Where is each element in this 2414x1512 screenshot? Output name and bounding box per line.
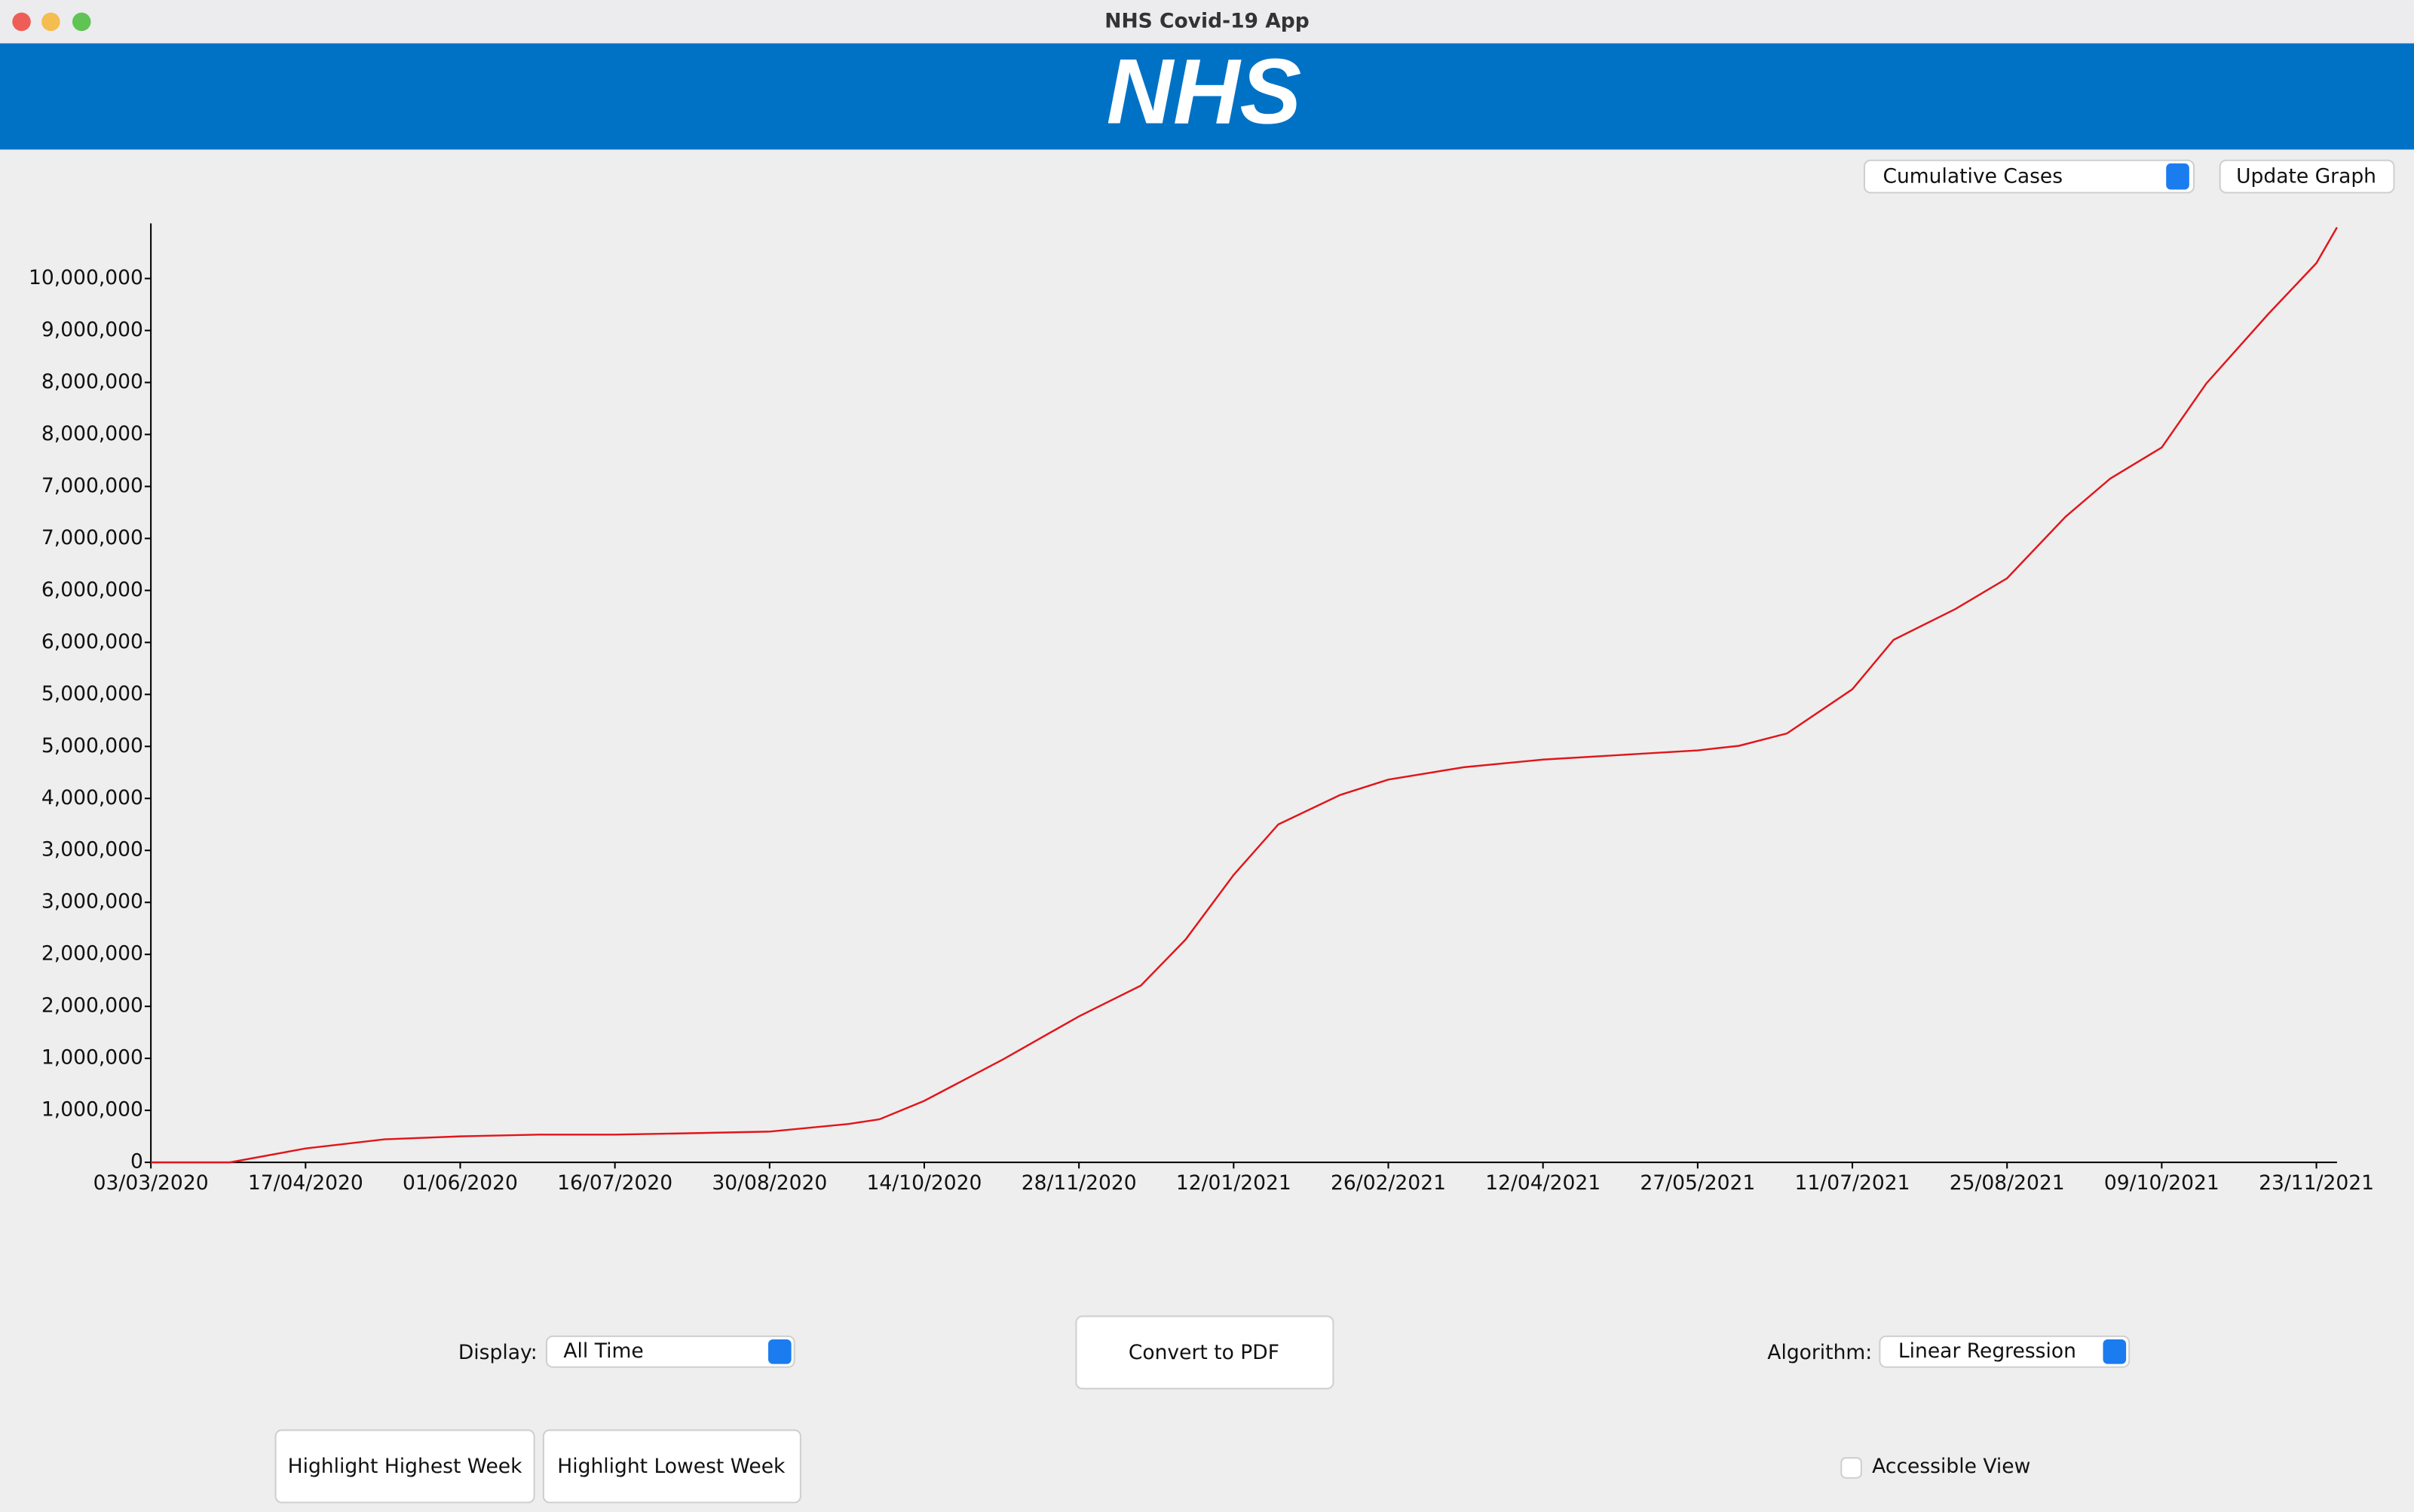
y-tick-label: 2,000,000	[41, 942, 143, 966]
y-tick-label: 9,000,000	[41, 318, 143, 341]
dropdown-arrows	[768, 1339, 792, 1364]
y-tick-label: 4,000,000	[41, 786, 143, 810]
update-graph-button[interactable]	[2219, 159, 2395, 194]
y-tick-label: 8,000,000	[41, 370, 143, 393]
x-tick-label: 09/10/2021	[2104, 1171, 2219, 1195]
accessible-label: Accessible View	[1872, 1455, 2030, 1478]
close-button[interactable]	[12, 12, 31, 32]
y-tick-label: 8,000,000	[41, 422, 143, 445]
y-tick-label: 5,000,000	[41, 734, 143, 758]
y-tick-label: 3,000,000	[41, 890, 143, 914]
x-tick-label: 26/02/2021	[1331, 1171, 1446, 1195]
y-tick-label: 6,000,000	[41, 578, 143, 601]
data-line	[151, 227, 2338, 1164]
x-tick-label: 12/01/2021	[1176, 1171, 1291, 1195]
algorithm-dropdown[interactable]	[1879, 1335, 2131, 1368]
y-tick-label: 3,000,000	[41, 838, 143, 862]
metric-dropdown-value: Cumulative Cases	[1882, 165, 2063, 188]
convert-pdf-label: Convert to PDF	[1129, 1341, 1279, 1364]
highlight-lowest-label: Highlight Lowest Week	[557, 1455, 786, 1478]
x-tick-label: 30/08/2020	[712, 1171, 827, 1195]
display-dropdown[interactable]	[545, 1335, 795, 1368]
y-tick-label: 10,000,000	[29, 266, 143, 289]
x-tick-label: 28/11/2020	[1022, 1171, 1137, 1195]
x-tick-label: 01/06/2020	[403, 1171, 518, 1195]
x-tick-label: 14/10/2020	[867, 1171, 982, 1195]
update-graph-label: Update Graph	[2236, 165, 2376, 188]
x-tick-label: 16/07/2020	[557, 1171, 672, 1195]
dropdown-arrows	[2166, 163, 2189, 190]
y-tick-label: 7,000,000	[41, 526, 143, 549]
display-label: Display:	[458, 1341, 538, 1364]
y-tick-label: 0	[130, 1150, 143, 1174]
plot-area: 0 1,000,000 1,000,000 2,000,000 2,000,000 3,0…	[29, 227, 2374, 1195]
x-tick-label: 27/05/2021	[1640, 1171, 1755, 1195]
highlight-highest-label: Highlight Highest Week	[288, 1455, 522, 1478]
zoom-button[interactable]	[72, 12, 91, 32]
minimize-button[interactable]	[41, 12, 60, 32]
y-tick-label: 1,000,000	[41, 1046, 143, 1070]
nhs-logo: NHS	[1107, 39, 1302, 142]
metric-dropdown[interactable]	[1863, 159, 2195, 194]
x-tick-label: 25/08/2021	[1950, 1171, 2065, 1195]
title-bar	[0, 0, 2414, 44]
y-tick-label: 5,000,000	[41, 682, 143, 705]
accessible-checkbox[interactable]	[1840, 1457, 1862, 1479]
header-banner	[0, 43, 2414, 150]
y-tick-label: 1,000,000	[41, 1098, 143, 1122]
dropdown-arrows	[2103, 1339, 2127, 1364]
highlight-lowest-button[interactable]	[542, 1429, 801, 1504]
highlight-highest-button[interactable]	[274, 1429, 535, 1504]
x-tick-label: 03/03/2020	[93, 1171, 209, 1195]
y-tick-label: 7,000,000	[41, 474, 143, 497]
x-tick-label: 12/04/2021	[1485, 1171, 1601, 1195]
x-tick-label: 23/11/2021	[2259, 1171, 2374, 1195]
window-title: NHS Covid-19 App	[1104, 9, 1310, 32]
algorithm-label: Algorithm:	[1767, 1341, 1872, 1364]
x-tick-label: 11/07/2021	[1795, 1171, 1910, 1195]
convert-pdf-button[interactable]	[1075, 1315, 1334, 1390]
display-dropdown-value: All Time	[563, 1339, 643, 1363]
algorithm-dropdown-value: Linear Regression	[1898, 1339, 2076, 1363]
y-tick-label: 6,000,000	[41, 630, 143, 653]
x-tick-label: 17/04/2020	[248, 1171, 363, 1195]
y-tick-label: 2,000,000	[41, 994, 143, 1018]
